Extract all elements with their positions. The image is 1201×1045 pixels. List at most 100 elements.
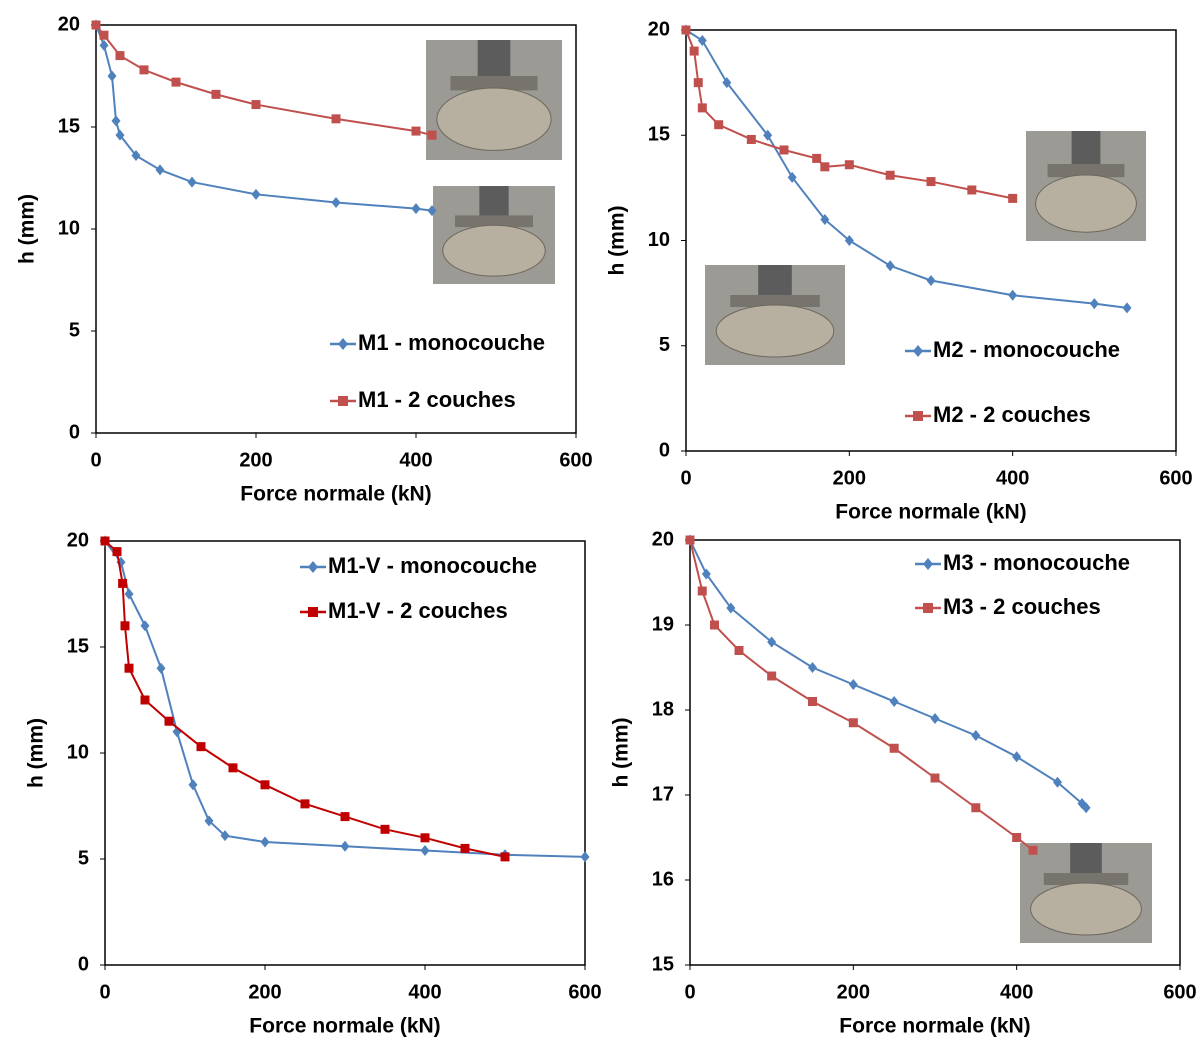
sample	[715, 304, 835, 358]
y-tick-label: 15	[67, 635, 89, 657]
x-tick-label: 600	[559, 449, 592, 471]
y-axis-title: h (mm)	[25, 718, 48, 788]
point	[926, 274, 936, 286]
series-line	[95, 24, 433, 212]
legend-marker	[913, 411, 923, 421]
y-tick-label: 17	[652, 783, 674, 805]
series-line	[104, 540, 506, 858]
point	[331, 114, 341, 124]
series-line	[689, 539, 1087, 809]
point	[500, 852, 510, 862]
point	[779, 145, 789, 155]
point	[188, 779, 198, 791]
point	[99, 39, 109, 51]
y-tick-label: 15	[648, 124, 670, 146]
point	[767, 636, 777, 648]
sample-photo	[426, 40, 562, 160]
point	[722, 77, 732, 89]
point	[889, 743, 899, 753]
point	[844, 235, 854, 246]
point	[820, 162, 830, 172]
legend-label: M2 - 2 couches	[933, 402, 1091, 427]
legend-marker	[308, 607, 318, 617]
x-tick-label: 0	[684, 981, 695, 1003]
y-tick-label: 5	[69, 319, 80, 341]
point	[171, 77, 181, 87]
x-tick-label: 400	[996, 467, 1029, 489]
point	[155, 164, 165, 176]
point	[767, 671, 777, 681]
x-tick-label: 200	[837, 981, 870, 1003]
point	[681, 25, 691, 35]
point	[689, 46, 699, 56]
y-axis-title: h (mm)	[610, 718, 633, 788]
point	[967, 185, 977, 195]
series-line	[685, 29, 1128, 309]
point	[885, 260, 895, 272]
x-axis-title: Force normale (kN)	[839, 1015, 1030, 1038]
sample-photo	[1026, 131, 1146, 241]
point	[726, 602, 736, 614]
point	[251, 188, 261, 200]
point	[930, 713, 940, 724]
plot-frame	[689, 539, 1181, 966]
y-tick-label: 20	[648, 18, 670, 40]
press-rod	[477, 40, 511, 82]
point	[844, 160, 854, 170]
point	[187, 176, 197, 188]
point	[124, 588, 134, 600]
point	[331, 196, 341, 208]
point	[808, 697, 817, 706]
legend-label: M1-V - monocouche	[328, 553, 537, 578]
legend-label: M1 - 2 couches	[358, 387, 516, 412]
point	[697, 35, 707, 47]
point	[1053, 776, 1062, 788]
x-tick-label: 0	[99, 981, 110, 1003]
x-tick-label: 400	[408, 981, 441, 1003]
point	[131, 150, 141, 162]
press-plate	[454, 215, 534, 228]
point	[763, 129, 773, 141]
point	[930, 773, 940, 783]
point	[91, 20, 101, 30]
point	[120, 621, 130, 631]
press-plate	[730, 295, 820, 307]
point	[111, 115, 121, 127]
point	[196, 742, 206, 752]
point	[693, 78, 703, 88]
point	[1028, 845, 1038, 855]
y-tick-label: 5	[78, 847, 89, 869]
sample	[442, 224, 546, 277]
x-tick-label: 600	[568, 981, 601, 1003]
legend-label: M1-V - 2 couches	[328, 598, 508, 623]
y-tick-label: 20	[652, 528, 674, 550]
point	[156, 662, 166, 674]
point	[420, 845, 430, 857]
point	[812, 153, 822, 163]
point	[848, 718, 858, 728]
point	[380, 824, 390, 834]
point	[1012, 751, 1022, 763]
point	[99, 30, 109, 40]
point	[115, 51, 125, 61]
point	[260, 836, 270, 848]
point	[787, 171, 797, 183]
y-tick-label: 15	[652, 953, 674, 975]
point	[1008, 193, 1018, 203]
point	[710, 620, 719, 630]
point	[820, 213, 830, 225]
y-tick-label: 0	[659, 439, 670, 461]
point	[139, 65, 149, 75]
legend-label: M1 - monocouche	[358, 330, 545, 355]
point	[460, 843, 470, 853]
point	[411, 203, 421, 215]
y-axis-title: h (mm)	[606, 206, 629, 276]
series-line	[689, 539, 1034, 852]
point	[228, 763, 238, 773]
point	[124, 663, 134, 673]
sample-photo	[705, 265, 845, 365]
point	[300, 799, 310, 809]
y-tick-label: 10	[648, 229, 670, 251]
y-tick-label: 20	[67, 529, 89, 551]
